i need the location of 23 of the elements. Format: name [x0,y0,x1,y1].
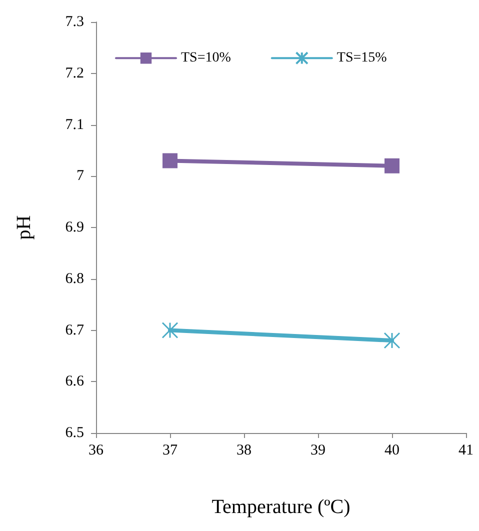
legend-label: TS=15% [336,50,388,66]
x-tick-label: 36 [88,442,104,458]
legend-label: TS=10% [181,50,232,66]
point [162,322,178,338]
x-axis-title: Temperature (ºC) [212,496,350,518]
y-tick-label: 6.8 [65,270,84,287]
point [384,332,400,349]
y-tick-label: 7.1 [65,116,84,133]
point [384,158,400,174]
y-tick-label: 6.6 [65,374,84,390]
x-tick-label: 41 [458,442,474,458]
x-tick-label: 37 [162,442,178,458]
y-tick-label: 7 [76,168,84,184]
y-axis-title: pH [13,215,35,240]
x-tick-label: 39 [310,442,326,458]
point [162,153,178,168]
x-tick-label: 38 [236,442,252,458]
x-tick-label: 40 [384,442,400,458]
y-tick-label: 6.5 [65,425,84,441]
y-tick-label: 7.2 [65,65,84,82]
y-tick-label: 6.7 [65,322,84,338]
y-tick-label: 6.9 [65,220,84,236]
y-tick-label: 7.3 [65,14,84,30]
